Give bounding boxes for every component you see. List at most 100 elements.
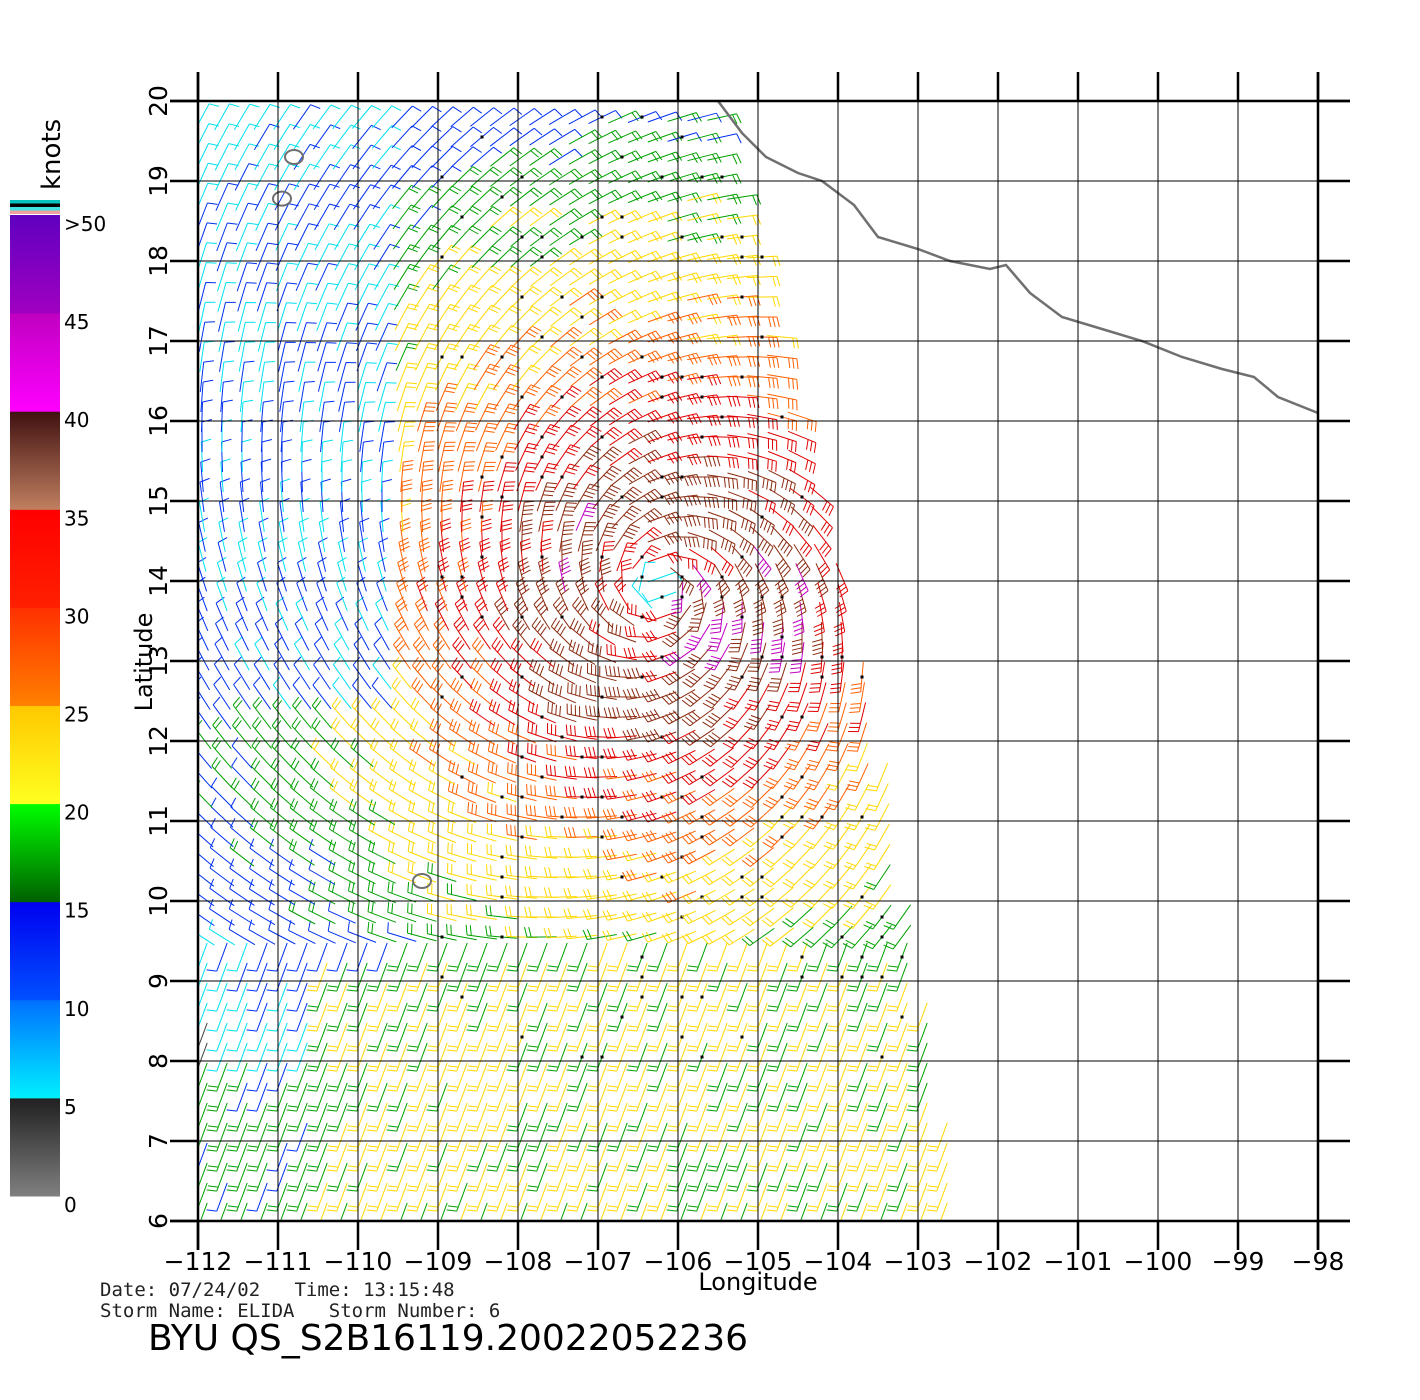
longitude-tick-label: −102 — [964, 1247, 1033, 1276]
wind-barb — [589, 329, 622, 345]
wind-barb — [293, 677, 311, 709]
wind-barb — [628, 311, 662, 323]
wind-barb — [351, 738, 374, 767]
rain-flag-marker — [621, 216, 624, 219]
wind-barb — [299, 518, 308, 552]
wind-barb — [702, 849, 735, 865]
wind-barb — [539, 502, 556, 531]
rain-flag-marker — [861, 896, 864, 899]
colorbar-segment — [10, 706, 60, 805]
rain-flag-marker — [881, 916, 884, 919]
wind-barb — [211, 778, 232, 808]
wind-barb — [702, 829, 735, 845]
wind-barb — [333, 125, 360, 149]
rain-flag-marker — [741, 896, 744, 899]
wind-barb — [412, 146, 441, 168]
wind-barb — [551, 347, 582, 367]
wind-barb — [193, 717, 211, 749]
wind-barb — [471, 658, 493, 688]
wind-barb — [532, 366, 561, 388]
wind-barb — [662, 771, 696, 784]
wind-barb — [291, 778, 314, 807]
wind-barb — [211, 818, 234, 847]
rain-flag-marker — [521, 796, 524, 799]
wind-barb — [239, 322, 256, 351]
wind-barb — [571, 407, 601, 428]
wind-barb — [279, 342, 296, 371]
wind-barb — [682, 810, 715, 825]
wind-barb — [471, 167, 502, 187]
wind-barb — [353, 125, 381, 148]
wind-barb — [198, 263, 217, 292]
product-title: BYU QS_S2B16119.20022052236 — [148, 1318, 748, 1359]
rain-flag-marker — [501, 936, 504, 939]
wind-barb — [353, 677, 372, 708]
wind-barb — [702, 809, 735, 826]
wind-barb — [373, 165, 401, 189]
latitude-tick-label: 15 — [144, 485, 173, 517]
wind-barb — [356, 323, 377, 351]
wind-barb — [722, 848, 754, 865]
wind-barb — [703, 686, 732, 708]
wind-barb — [609, 330, 642, 344]
rain-flag-marker — [501, 196, 504, 199]
colorbar-tick-label: 10 — [64, 997, 89, 1021]
wind-barb — [844, 865, 871, 889]
rain-flag-marker — [501, 856, 504, 859]
wind-barb — [662, 730, 696, 744]
wind-barb — [707, 255, 741, 265]
wind-barb — [213, 697, 231, 729]
rain-flag-marker — [741, 556, 744, 559]
wind-barb — [214, 657, 229, 690]
wind-barb — [532, 346, 562, 367]
wind-barb — [255, 637, 270, 670]
wind-barb — [683, 646, 712, 669]
wind-barb — [763, 786, 792, 809]
colorbar-tick-label: 20 — [64, 801, 89, 825]
rain-flag-marker — [781, 816, 784, 819]
wind-barb — [280, 381, 295, 411]
wind-barb — [467, 884, 497, 900]
wind-barb — [435, 597, 449, 630]
wind-barb — [541, 521, 554, 552]
wind-barb — [210, 859, 234, 886]
wind-barb — [307, 943, 328, 971]
rain-flag-marker — [561, 396, 564, 399]
wind-barb — [600, 558, 611, 592]
rain-flag-marker — [521, 756, 524, 759]
wind-barb — [682, 850, 715, 864]
wind-barb — [330, 779, 354, 807]
wind-barb — [372, 698, 393, 728]
wind-barb — [848, 702, 865, 731]
wind-barb — [570, 328, 602, 346]
wind-barb — [375, 617, 390, 650]
rain-flag-marker — [801, 976, 804, 979]
wind-barb — [687, 395, 721, 406]
rain-flag-marker — [641, 676, 644, 679]
wind-barb — [707, 214, 741, 224]
rain-flag-marker — [621, 496, 624, 499]
wind-barb — [290, 819, 314, 846]
rain-flag-marker — [441, 256, 444, 259]
wind-barb — [400, 441, 415, 471]
latitude-tick-label: 7 — [144, 1133, 173, 1149]
wind-barb — [784, 785, 812, 809]
wind-barb — [729, 622, 746, 652]
rain-flag-marker — [661, 396, 664, 399]
wind-barb — [662, 871, 696, 883]
wind-barb — [751, 527, 773, 556]
rain-flag-marker — [721, 416, 724, 419]
wind-barb — [525, 846, 557, 859]
wind-barb — [642, 631, 676, 642]
wind-barb — [846, 763, 869, 790]
wind-barb — [353, 165, 380, 189]
wind-barb — [320, 401, 335, 431]
colorbar-top-stripe — [10, 207, 60, 211]
wind-barb — [610, 599, 635, 626]
wind-barb — [238, 557, 247, 591]
wind-barb — [527, 784, 557, 800]
wind-barb — [769, 470, 796, 493]
rain-flag-marker — [781, 716, 784, 719]
wind-barb — [411, 698, 433, 727]
wind-barb — [196, 183, 218, 211]
